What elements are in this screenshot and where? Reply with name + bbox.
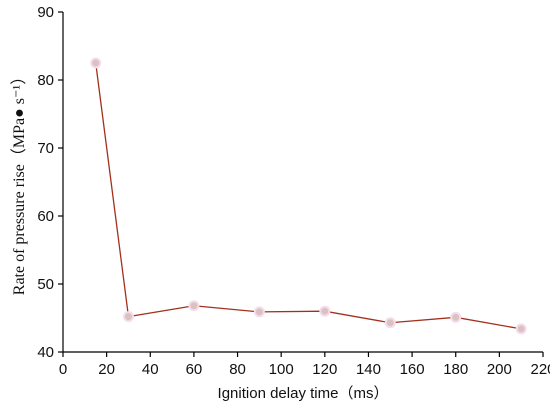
line <box>95 62 522 330</box>
y-tick-label: 40 <box>37 344 54 361</box>
x-tick-label: 200 <box>487 361 512 378</box>
x-tick-label: 160 <box>400 361 425 378</box>
marker <box>253 306 265 318</box>
y-tick-label: 70 <box>37 140 54 157</box>
x-tick-label: 180 <box>443 361 468 378</box>
y-tick-label: 60 <box>37 208 54 225</box>
x-tick-label: 20 <box>98 361 115 378</box>
marker <box>515 323 527 335</box>
marker <box>319 305 331 317</box>
marker <box>450 311 462 323</box>
y-tick-label: 80 <box>37 72 54 89</box>
y-tick-label: 50 <box>37 276 54 293</box>
y-tick-label: 90 <box>37 4 54 21</box>
x-tick-label: 60 <box>186 361 203 378</box>
x-tick-label: 140 <box>356 361 381 378</box>
x-axis-label: Ignition delay time（ms） <box>218 385 389 402</box>
marker <box>122 311 134 323</box>
marker <box>90 57 102 69</box>
x-tick-label: 120 <box>312 361 337 378</box>
marker <box>188 300 200 312</box>
x-tick-label: 40 <box>142 361 159 378</box>
x-tick-label: 80 <box>229 361 246 378</box>
x-tick-label: 220 <box>530 361 550 378</box>
x-tick-label: 100 <box>269 361 294 378</box>
y-axis-label: Rate of pressure rise（MPa● s⁻¹） <box>10 69 28 295</box>
marker <box>384 317 396 329</box>
x-tick-label: 0 <box>59 361 67 378</box>
